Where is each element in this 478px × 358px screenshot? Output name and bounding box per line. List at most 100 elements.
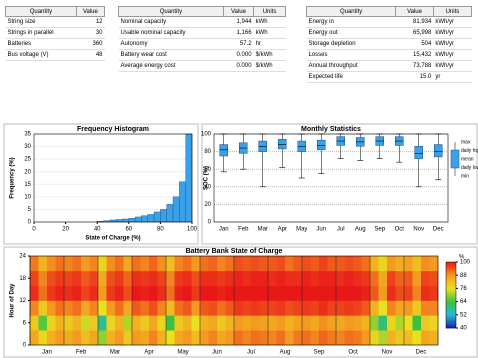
text-cell: hr (253, 38, 286, 50)
heat-cell (344, 256, 354, 272)
column-header: Quantity (5, 6, 77, 17)
value-cell: 81,934 (395, 16, 434, 28)
heat-cell (183, 270, 192, 286)
heat-cell (55, 270, 65, 286)
heat-cell (361, 270, 371, 286)
heat-cell (157, 256, 167, 272)
colorbar-segment (446, 295, 456, 297)
colorbar-segment (446, 301, 456, 304)
x-tick-label: Jul (247, 350, 255, 356)
heat-cell (132, 270, 141, 286)
heat-cell (395, 270, 405, 286)
colorbar-segment (446, 321, 456, 324)
value-cell: 0.000 (223, 60, 254, 72)
value-cell: 504 (395, 38, 434, 50)
table-row: Energy out 65,998 kWh/yr (306, 27, 472, 39)
box (414, 146, 423, 159)
bar (109, 219, 117, 223)
heat-cell (98, 315, 107, 331)
heat-cell (327, 270, 337, 286)
heat-cell (123, 330, 133, 346)
text-cell: Energy out (306, 27, 396, 39)
heat-cell (412, 300, 422, 316)
heat-cell (166, 270, 175, 286)
x-tick-label: Mar (258, 227, 268, 233)
heat-cell (157, 270, 167, 286)
colorbar-segment (446, 278, 456, 281)
heat-cell (353, 315, 362, 331)
heat-cell (217, 285, 226, 301)
legend-label: max (461, 139, 471, 145)
heat-cell (115, 256, 124, 272)
result-table: Quantity Value Units Nominal capacity 1,944 k… (118, 6, 286, 72)
column-header: Units (253, 6, 286, 17)
heat-cell (166, 285, 175, 301)
heat-cell (166, 315, 175, 331)
heat-cell (81, 300, 90, 316)
colorbar-segment (446, 311, 456, 314)
heat-cell (319, 285, 328, 301)
heat-cell (302, 330, 311, 346)
text-cell: kWh (253, 16, 286, 28)
heat-cell (310, 270, 320, 286)
colorbar-segment (446, 288, 456, 291)
table-row: Batteries 360 (5, 38, 105, 50)
heat-cell (225, 315, 235, 331)
heat-cell (208, 315, 218, 331)
heat-cell (259, 270, 269, 286)
heat-cell (412, 285, 422, 301)
heat-cell (251, 315, 260, 331)
text-cell: Usable nominal capacity (118, 27, 224, 39)
heat-cell (225, 330, 235, 346)
value-cell: 360 (76, 38, 105, 50)
heat-cell (208, 285, 218, 301)
heat-cell (395, 315, 405, 331)
heat-cell (378, 330, 388, 346)
plot-area (29, 255, 439, 346)
chart-panel (201, 123, 478, 245)
text-cell: Expected life (306, 71, 396, 83)
heat-cell (174, 330, 184, 346)
heat-cell (106, 285, 116, 301)
heat-cell (327, 315, 337, 331)
heat-cell (30, 285, 39, 301)
heat-cell (183, 256, 192, 272)
y-tick-label: 0 (28, 220, 32, 226)
heat-cell (242, 270, 252, 286)
column-header: Value (222, 6, 255, 17)
heat-cell (276, 256, 286, 272)
heat-cell (353, 256, 362, 272)
heat-cell (429, 270, 439, 286)
colorbar-segment (446, 298, 456, 301)
heat-cell (302, 300, 311, 316)
heat-cell (217, 315, 226, 331)
heat-cell (387, 285, 396, 301)
text-cell: kWh/yr (433, 27, 472, 39)
heat-cell (64, 270, 73, 286)
y-tick-label: 6 (23, 320, 27, 326)
heat-cell (336, 256, 345, 272)
heat-cell (157, 315, 167, 331)
heat-cell (149, 256, 158, 272)
heat-cell (310, 285, 320, 301)
heat-cell (293, 270, 303, 286)
heat-cell (174, 315, 184, 331)
heat-cell (242, 300, 252, 316)
heat-cell (276, 300, 286, 316)
heat-cell (157, 285, 167, 301)
heat-cell (404, 285, 413, 301)
heat-cell (132, 256, 141, 272)
heat-cell (319, 315, 328, 331)
heat-cell (183, 285, 192, 301)
heat-cell (242, 315, 252, 331)
colorbar-segment (446, 273, 456, 276)
heat-cell (123, 315, 133, 331)
heat-cell (319, 300, 328, 316)
heat-cell (38, 285, 48, 301)
colorbar-segment (446, 276, 456, 279)
table-row: Annual throughput 73,788 kWh/yr (306, 60, 472, 72)
x-tick-label: Jun (316, 227, 326, 233)
heat-cell (285, 256, 294, 272)
heat-cell (429, 256, 439, 272)
colorbar-tick-label: 64 (460, 299, 467, 305)
